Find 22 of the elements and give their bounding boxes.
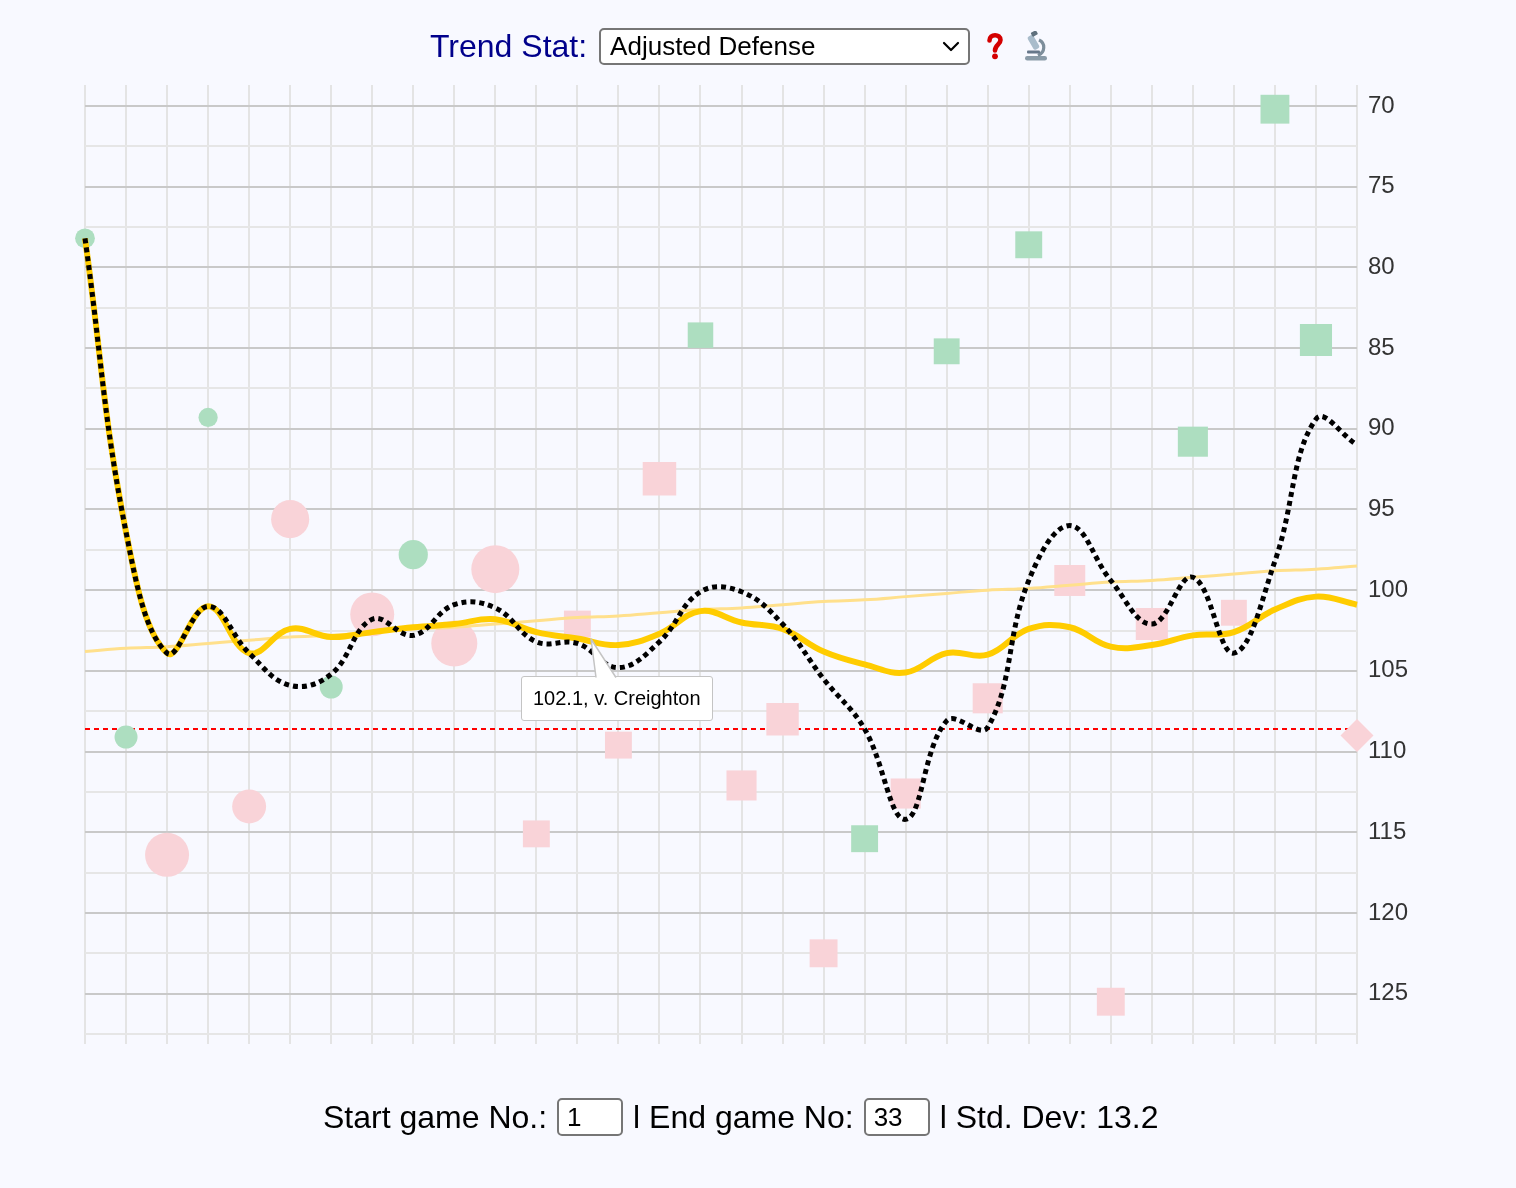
input-field: 33 (863, 1098, 930, 1136)
y-tick-label: 75 (1368, 171, 1395, 199)
y-tick-label: 125 (1368, 978, 1409, 1006)
y-tick-label: 100 (1368, 574, 1409, 602)
y-tick-label: 105 (1368, 655, 1409, 683)
y-tick-label: 70 (1368, 90, 1395, 118)
y-tick-label: 90 (1368, 413, 1395, 441)
y-tick-label: 95 (1368, 494, 1395, 522)
dropdown-field: Adjusted Defense (599, 27, 971, 65)
tooltip: 102.1, v. Creighton (521, 638, 713, 721)
y-tick-label: 110 (1368, 736, 1407, 764)
chart-title: Trend Stat: (430, 27, 588, 66)
text: Start game No.: (323, 1098, 548, 1136)
text: l End game No: (633, 1098, 854, 1136)
input-field: 1 (557, 1098, 624, 1136)
y-tick-label: 120 (1368, 897, 1409, 925)
y-tick-label: 80 (1368, 252, 1395, 279)
chart-subtitle: Adjusted Defense (610, 30, 816, 62)
text: l Std. Dev: 13.2 (939, 1098, 1159, 1136)
y-tick-label: 85 (1368, 332, 1395, 360)
y-tick-label: 115 (1368, 816, 1407, 844)
annotation: 102.1, v. Creighton (533, 687, 701, 709)
